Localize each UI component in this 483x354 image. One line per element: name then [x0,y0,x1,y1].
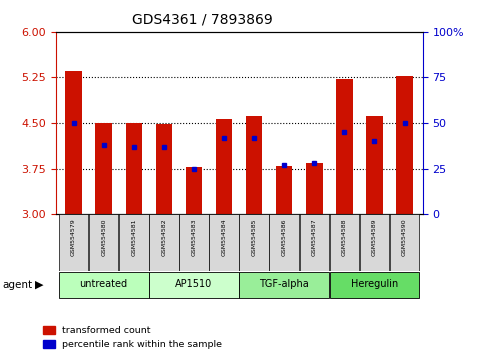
Bar [306,162,323,214]
Bar [390,214,419,271]
Text: GSM554587: GSM554587 [312,218,317,256]
Bar [119,214,148,271]
Bar [246,116,262,214]
Bar [209,214,239,271]
Text: GSM554581: GSM554581 [131,218,136,256]
Bar [185,167,202,214]
Bar [240,214,269,271]
Text: GSM554585: GSM554585 [252,218,256,256]
Text: GDS4361 / 7893869: GDS4361 / 7893869 [132,12,273,27]
Bar [126,123,142,214]
Bar [360,214,389,271]
Text: GSM554590: GSM554590 [402,218,407,256]
Bar [336,79,353,214]
Bar [330,272,419,298]
Bar [270,214,299,271]
Bar [96,123,112,214]
Bar [299,214,329,271]
Text: GSM554584: GSM554584 [222,218,227,256]
Bar [59,214,88,271]
Text: Heregulin: Heregulin [351,279,398,290]
Text: TGF-alpha: TGF-alpha [259,279,309,290]
Bar [240,272,329,298]
Text: ▶: ▶ [35,280,43,290]
Legend: transformed count, percentile rank within the sample: transformed count, percentile rank withi… [43,326,222,349]
Bar [330,214,359,271]
Text: agent: agent [2,280,32,290]
Bar [156,124,172,214]
Text: GSM554588: GSM554588 [342,218,347,256]
Bar [65,71,82,214]
Bar [179,214,209,271]
Bar [396,76,413,214]
Text: untreated: untreated [80,279,128,290]
Text: GSM554586: GSM554586 [282,218,287,256]
Text: GSM554580: GSM554580 [101,218,106,256]
Text: GSM554582: GSM554582 [161,218,166,256]
Bar [366,116,383,214]
Text: GSM554579: GSM554579 [71,218,76,256]
Bar [216,119,232,214]
Bar [149,214,179,271]
Bar [89,214,118,271]
Bar [276,166,293,214]
Bar [149,272,239,298]
Text: AP1510: AP1510 [175,279,213,290]
Text: GSM554583: GSM554583 [191,218,197,256]
Text: GSM554589: GSM554589 [372,218,377,256]
Bar [59,272,148,298]
